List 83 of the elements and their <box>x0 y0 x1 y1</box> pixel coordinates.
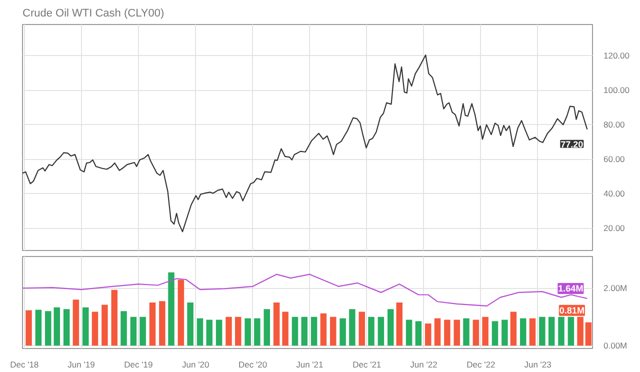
bar <box>216 320 222 346</box>
bar <box>178 280 184 346</box>
y-tick-label: 20.00 <box>604 223 626 234</box>
bar <box>558 316 564 346</box>
x-tick-label: Dec '18 <box>10 360 39 370</box>
y-tick-label: 40.00 <box>604 188 626 199</box>
bar <box>244 318 251 346</box>
bar <box>111 290 118 346</box>
x-tick-label: Dec '22 <box>466 360 496 370</box>
bar <box>396 302 402 346</box>
bar <box>368 316 374 346</box>
y-tick-label: 100.00 <box>604 85 630 96</box>
bar <box>35 310 42 346</box>
bar <box>45 311 52 346</box>
bar <box>273 302 280 346</box>
bar <box>254 318 260 346</box>
bar <box>54 307 60 346</box>
bar <box>140 316 146 346</box>
x-tick-label: Jun '21 <box>296 360 324 370</box>
bar <box>226 316 232 346</box>
y-tick-label: 80.00 <box>604 120 626 130</box>
bar <box>264 309 270 346</box>
annotation: 77.20 <box>560 139 584 150</box>
bar <box>92 312 98 346</box>
bar <box>130 316 137 346</box>
bar <box>196 318 204 346</box>
bar <box>492 321 498 346</box>
line-series <box>22 54 588 232</box>
bar <box>502 320 508 346</box>
bar <box>292 316 298 346</box>
y-tick-label: 60.00 <box>604 154 626 164</box>
annotation: 0.81M <box>559 305 584 316</box>
bar <box>415 321 422 346</box>
chart-title: Crude Oil WTI Cash (CLY00) <box>22 8 164 20</box>
x-tick-label: Jun '20 <box>182 360 210 370</box>
bar <box>206 320 212 346</box>
bar <box>282 312 288 346</box>
bar <box>149 302 156 346</box>
bar <box>349 309 356 346</box>
x-tick-label: Jun '19 <box>68 360 96 370</box>
annotation: 1.64M <box>558 283 584 294</box>
bar <box>120 311 127 346</box>
bar <box>320 313 327 346</box>
bar <box>340 318 346 346</box>
y-tick-label: 120.00 <box>604 50 630 61</box>
x-tick-label: Jun '23 <box>524 360 552 370</box>
bar <box>168 272 174 346</box>
bar <box>72 300 80 346</box>
bar <box>434 318 441 346</box>
x-tick-label: Dec '19 <box>124 360 153 370</box>
bar <box>63 309 70 346</box>
bar <box>568 316 574 346</box>
bar <box>472 320 480 346</box>
bar <box>585 322 592 346</box>
bar <box>330 316 336 346</box>
bar <box>463 318 470 346</box>
x-tick-label: Dec '20 <box>238 360 268 370</box>
bar <box>378 316 384 346</box>
bar <box>388 309 394 346</box>
bar <box>82 307 89 346</box>
x-tick-label: Jun '22 <box>410 360 438 370</box>
bar <box>187 302 194 346</box>
bar <box>159 301 166 346</box>
bar <box>510 312 517 346</box>
bar <box>425 323 432 346</box>
y-tick-label: 2.00M <box>604 283 628 294</box>
bar <box>454 320 460 346</box>
bar <box>26 310 32 346</box>
bar <box>301 316 308 346</box>
bar <box>358 312 365 346</box>
bar <box>520 318 526 346</box>
y-tick-label: 0.00M <box>604 340 628 351</box>
bar <box>482 316 488 346</box>
bar <box>235 316 242 346</box>
bar <box>102 304 108 346</box>
bar <box>310 316 318 346</box>
bar <box>444 320 450 346</box>
bar <box>539 316 546 346</box>
line-series <box>22 274 588 306</box>
x-tick-label: Dec '21 <box>352 360 382 370</box>
bar <box>529 318 536 346</box>
bar <box>548 316 555 346</box>
bar <box>406 320 412 346</box>
